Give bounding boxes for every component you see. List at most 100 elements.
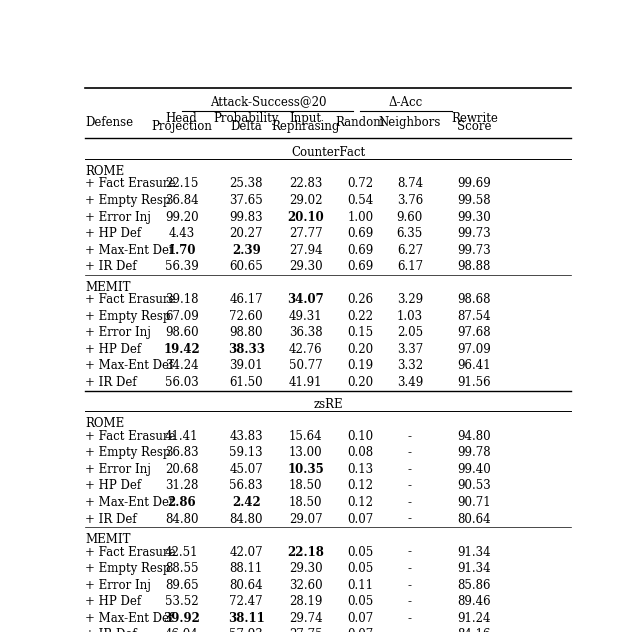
Text: 0.20: 0.20	[347, 376, 373, 389]
Text: 38.11: 38.11	[228, 612, 264, 625]
Text: + Error Inj: + Error Inj	[85, 463, 151, 476]
Text: -: -	[408, 562, 412, 575]
Text: -: -	[408, 612, 412, 625]
Text: 84.80: 84.80	[165, 513, 198, 526]
Text: 99.78: 99.78	[458, 446, 491, 459]
Text: + Fact Erasure: + Fact Erasure	[85, 293, 175, 307]
Text: 27.77: 27.77	[289, 227, 323, 240]
Text: + Max-Ent Def: + Max-Ent Def	[85, 612, 173, 625]
Text: 67.09: 67.09	[165, 310, 198, 323]
Text: 89.46: 89.46	[458, 595, 491, 608]
Text: 91.34: 91.34	[458, 562, 491, 575]
Text: 29.30: 29.30	[289, 562, 323, 575]
Text: 72.60: 72.60	[229, 310, 263, 323]
Text: + Fact Erasure: + Fact Erasure	[85, 545, 175, 559]
Text: 50.77: 50.77	[289, 360, 323, 372]
Text: + Empty Resp: + Empty Resp	[85, 194, 170, 207]
Text: 2.42: 2.42	[232, 496, 260, 509]
Text: ROME: ROME	[85, 417, 124, 430]
Text: 84.16: 84.16	[458, 628, 491, 632]
Text: + Max-Ent Def: + Max-Ent Def	[85, 360, 173, 372]
Text: 90.53: 90.53	[458, 480, 491, 492]
Text: + HP Def: + HP Def	[85, 480, 141, 492]
Text: 0.08: 0.08	[347, 446, 373, 459]
Text: -: -	[408, 545, 412, 559]
Text: 97.68: 97.68	[458, 326, 491, 339]
Text: 0.72: 0.72	[347, 178, 373, 190]
Text: 99.73: 99.73	[458, 227, 491, 240]
Text: -: -	[408, 463, 412, 476]
Text: + Error Inj: + Error Inj	[85, 326, 151, 339]
Text: Input: Input	[290, 112, 322, 125]
Text: 0.05: 0.05	[347, 545, 373, 559]
Text: 19.42: 19.42	[163, 343, 200, 356]
Text: + HP Def: + HP Def	[85, 227, 141, 240]
Text: 0.20: 0.20	[347, 343, 373, 356]
Text: 28.19: 28.19	[289, 595, 323, 608]
Text: 29.07: 29.07	[289, 513, 323, 526]
Text: MEMIT: MEMIT	[85, 281, 131, 294]
Text: 0.05: 0.05	[347, 595, 373, 608]
Text: 56.39: 56.39	[165, 260, 198, 273]
Text: 42.76: 42.76	[289, 343, 323, 356]
Text: 34.07: 34.07	[287, 293, 324, 307]
Text: 39.18: 39.18	[165, 293, 198, 307]
Text: 97.09: 97.09	[458, 343, 491, 356]
Text: 0.11: 0.11	[348, 579, 373, 592]
Text: 6.27: 6.27	[397, 244, 423, 257]
Text: 89.65: 89.65	[165, 579, 198, 592]
Text: 3.49: 3.49	[397, 376, 423, 389]
Text: 0.15: 0.15	[347, 326, 373, 339]
Text: 13.00: 13.00	[289, 446, 323, 459]
Text: 0.69: 0.69	[347, 227, 373, 240]
Text: 34.24: 34.24	[165, 360, 198, 372]
Text: 46.04: 46.04	[165, 628, 198, 632]
Text: 3.32: 3.32	[397, 360, 423, 372]
Text: -: -	[408, 430, 412, 443]
Text: Random: Random	[335, 116, 385, 130]
Text: + Empty Resp: + Empty Resp	[85, 562, 170, 575]
Text: 99.58: 99.58	[458, 194, 491, 207]
Text: 99.40: 99.40	[458, 463, 491, 476]
Text: 99.69: 99.69	[458, 178, 491, 190]
Text: 56.83: 56.83	[229, 480, 263, 492]
Text: 80.64: 80.64	[229, 579, 263, 592]
Text: 85.86: 85.86	[458, 579, 491, 592]
Text: Defense: Defense	[85, 116, 133, 130]
Text: 9.60: 9.60	[397, 210, 423, 224]
Text: 0.07: 0.07	[347, 628, 373, 632]
Text: Neighbors: Neighbors	[379, 116, 441, 130]
Text: 0.13: 0.13	[347, 463, 373, 476]
Text: 0.07: 0.07	[347, 612, 373, 625]
Text: + IR Def: + IR Def	[85, 513, 136, 526]
Text: 0.54: 0.54	[347, 194, 373, 207]
Text: Rephrasing: Rephrasing	[271, 120, 340, 133]
Text: 18.50: 18.50	[289, 496, 323, 509]
Text: 46.17: 46.17	[229, 293, 263, 307]
Text: 56.03: 56.03	[165, 376, 198, 389]
Text: Probability: Probability	[214, 112, 279, 125]
Text: 18.50: 18.50	[289, 480, 323, 492]
Text: + Fact Erasure: + Fact Erasure	[85, 178, 175, 190]
Text: 49.31: 49.31	[289, 310, 323, 323]
Text: + Error Inj: + Error Inj	[85, 210, 151, 224]
Text: 25.38: 25.38	[229, 178, 263, 190]
Text: Delta: Delta	[230, 120, 262, 133]
Text: 88.11: 88.11	[230, 562, 263, 575]
Text: 0.22: 0.22	[348, 310, 373, 323]
Text: -: -	[408, 628, 412, 632]
Text: 6.17: 6.17	[397, 260, 423, 273]
Text: 6.35: 6.35	[397, 227, 423, 240]
Text: 0.05: 0.05	[347, 562, 373, 575]
Text: 60.65: 60.65	[229, 260, 263, 273]
Text: 36.83: 36.83	[165, 446, 198, 459]
Text: 87.54: 87.54	[458, 310, 491, 323]
Text: Δ-Acc: Δ-Acc	[389, 95, 423, 109]
Text: + Max-Ent Def: + Max-Ent Def	[85, 244, 173, 257]
Text: 20.68: 20.68	[165, 463, 198, 476]
Text: 45.07: 45.07	[229, 463, 263, 476]
Text: 10.35: 10.35	[287, 463, 324, 476]
Text: 32.60: 32.60	[289, 579, 323, 592]
Text: 1.03: 1.03	[397, 310, 423, 323]
Text: 38.33: 38.33	[228, 343, 265, 356]
